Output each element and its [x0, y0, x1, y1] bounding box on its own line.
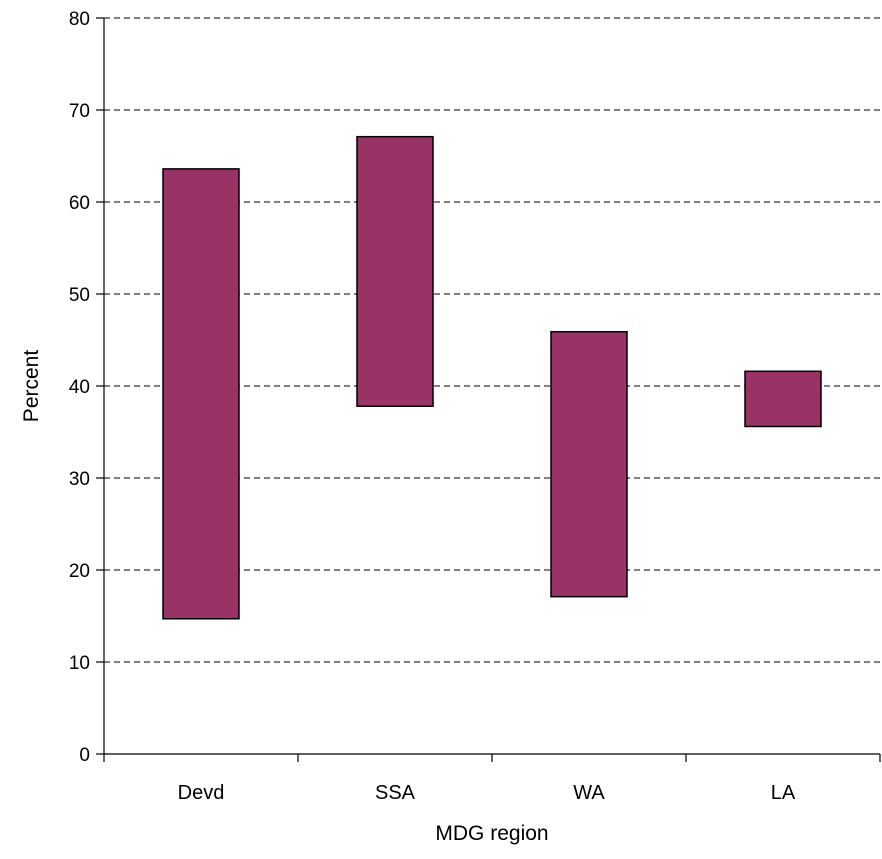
y-tick-label: 80: [69, 9, 90, 30]
axes: [96, 17, 881, 762]
bar-ssa: [356, 135, 434, 407]
bars: [162, 135, 822, 620]
y-tick-label: 40: [69, 377, 90, 398]
x-category-label: SSA: [375, 782, 416, 804]
y-tick-label: 10: [69, 653, 90, 674]
bar-devd: [162, 168, 240, 620]
x-category-label: WA: [573, 782, 605, 804]
x-category-labels: Devd SSA WA LA: [178, 782, 796, 804]
y-axis-title: Percent: [20, 350, 43, 423]
x-axis-title: MDG region: [435, 822, 548, 845]
y-tick-label: 30: [69, 469, 90, 490]
x-category-label: Devd: [178, 782, 225, 804]
bar-wa: [550, 330, 628, 598]
y-tick-label: 70: [69, 101, 90, 122]
y-tick-label: 60: [69, 193, 90, 214]
x-category-label: LA: [771, 782, 796, 804]
bar-la: [744, 370, 822, 428]
y-tick-label: 0: [79, 745, 90, 766]
y-tick-labels: 0 10 20 30 40 50 60 70 80: [69, 9, 90, 766]
y-tick-label: 50: [69, 285, 90, 306]
y-tick-label: 20: [69, 561, 90, 582]
